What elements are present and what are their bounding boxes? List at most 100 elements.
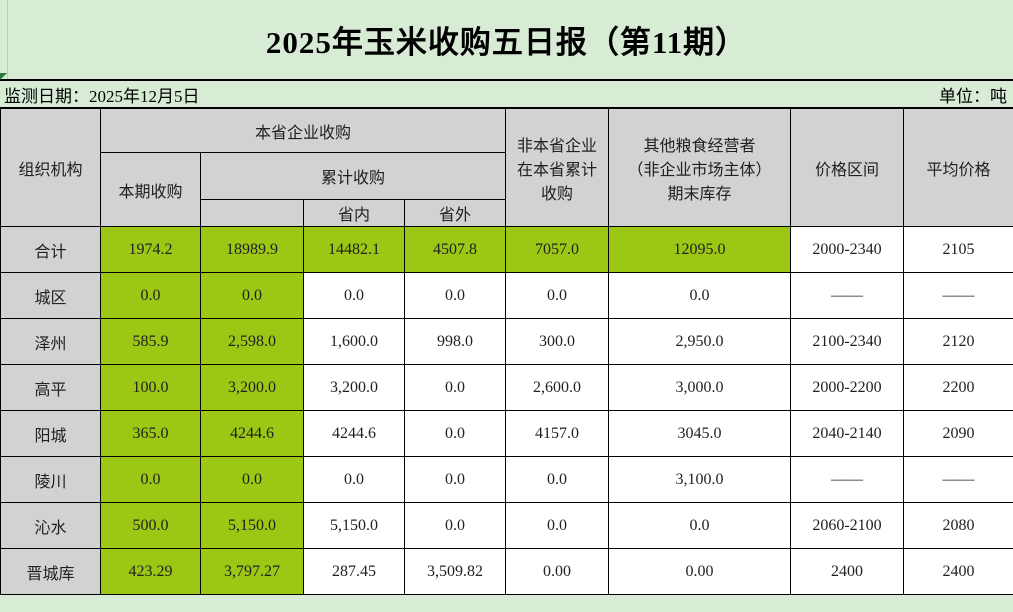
price-range-cell: 2040-2140 (790, 410, 905, 457)
avg-price-cell: 2090 (903, 410, 1013, 457)
current-period-cell: 0.0 (100, 272, 201, 319)
other-inventory-cell: 3045.0 (608, 410, 792, 457)
table-row-lingchuan: 陵川 0.0 0.0 0.0 0.0 0.0 3,100.0 —— —— (0, 456, 1013, 503)
cumulative-cell: 3,797.27 (200, 548, 304, 595)
table-row-jinchengku: 晋城库 423.29 3,797.27 287.45 3,509.82 0.00… (0, 548, 1013, 595)
price-range-cell: —— (790, 456, 905, 503)
non-province-cell: 0.0 (505, 502, 610, 549)
cumulative-cell: 18989.9 (200, 226, 304, 273)
in-province-cell: 5,150.0 (303, 502, 405, 549)
other-inventory-cell: 0.0 (608, 502, 792, 549)
other-inventory-cell: 0.00 (608, 548, 792, 595)
table-row-total: 合计 1974.2 18989.9 14482.1 4507.8 7057.0 … (0, 226, 1013, 273)
cumulative-cell: 0.0 (200, 272, 304, 319)
other-inventory-cell: 2,950.0 (608, 318, 792, 365)
header-current-period: 本期收购 (100, 152, 201, 227)
out-province-cell: 0.0 (403, 364, 507, 411)
org-cell: 陵川 (0, 456, 101, 503)
org-cell: 高平 (0, 364, 101, 411)
avg-price-cell: 2080 (903, 502, 1013, 549)
current-period-cell: 100.0 (100, 364, 201, 411)
out-province-cell: 3,509.82 (403, 548, 507, 595)
table-row-qinshui: 沁水 500.0 5,150.0 5,150.0 0.0 0.0 0.0 206… (0, 502, 1013, 549)
non-province-cell: 0.0 (505, 272, 610, 319)
cumulative-cell: 0.0 (200, 456, 304, 503)
current-period-cell: 0.0 (100, 456, 201, 503)
in-province-cell: 287.45 (303, 548, 405, 595)
header-org: 组织机构 (0, 108, 101, 227)
header-cumulative-spacer (200, 199, 304, 227)
avg-price-cell: 2200 (903, 364, 1013, 411)
table-row-zezhou: 泽州 585.9 2,598.0 1,600.0 998.0 300.0 2,9… (0, 318, 1013, 365)
current-period-cell: 423.29 (100, 548, 201, 595)
non-province-cell: 4157.0 (505, 410, 610, 457)
table-row-gaoping: 高平 100.0 3,200.0 3,200.0 0.0 2,600.0 3,0… (0, 364, 1013, 411)
header-in-province: 省内 (303, 199, 405, 227)
header-cumulative: 累计收购 (199, 152, 507, 200)
avg-price-cell: 2105 (903, 226, 1013, 273)
org-cell: 沁水 (0, 502, 101, 549)
current-period-cell: 1974.2 (100, 226, 201, 273)
avg-price-cell: —— (903, 456, 1013, 503)
header-non-province-purchase: 非本省企业 在本省累计 收购 (505, 108, 610, 227)
header-row-2: 本期收购 累计收购 (1, 152, 1013, 227)
table-row-yangcheng: 阳城 365.0 4244.6 4244.6 0.0 4157.0 3045.0… (0, 410, 1013, 457)
in-province-cell: 3,200.0 (303, 364, 405, 411)
other-inventory-cell: 12095.0 (608, 226, 792, 273)
avg-price-cell: —— (903, 272, 1013, 319)
cumulative-cell: 4244.6 (200, 410, 304, 457)
other-inventory-cell: 3,100.0 (608, 456, 792, 503)
header-price-range: 价格区间 (790, 108, 905, 227)
org-cell: 晋城库 (0, 548, 101, 595)
header-avg-price: 平均价格 (903, 108, 1013, 227)
price-range-cell: 2400 (790, 548, 905, 595)
out-province-cell: 998.0 (403, 318, 507, 365)
cell-comment-marker (0, 73, 7, 80)
header-province-enterprise-purchase: 本省企业收购 (99, 108, 507, 153)
header-other-operators-inventory: 其他粮食经营者 （非企业市场主体） 期末库存 (608, 108, 792, 227)
price-range-cell: 2060-2100 (790, 502, 905, 549)
out-province-cell: 0.0 (403, 410, 507, 457)
price-range-cell: —— (790, 272, 905, 319)
in-province-cell: 0.0 (303, 456, 405, 503)
in-province-cell: 1,600.0 (303, 318, 405, 365)
report-table: 组织机构 本省企业收购 非本省企业 在本省累计 收购 其他粮食经营者 （非企业市… (0, 108, 1013, 595)
non-province-cell: 7057.0 (505, 226, 610, 273)
current-period-cell: 500.0 (100, 502, 201, 549)
in-province-cell: 14482.1 (303, 226, 405, 273)
cumulative-cell: 5,150.0 (200, 502, 304, 549)
org-cell: 阳城 (0, 410, 101, 457)
out-province-cell: 0.0 (403, 272, 507, 319)
in-province-cell: 0.0 (303, 272, 405, 319)
header-out-province: 省外 (403, 199, 507, 227)
unit-label: 单位：吨 (939, 86, 1007, 106)
out-province-cell: 4507.8 (403, 226, 507, 273)
monitor-date-label: 监测日期：2025年12月5日 (4, 86, 200, 106)
page-title: 2025年玉米收购五日报（第11期） (265, 25, 748, 60)
cumulative-cell: 3,200.0 (200, 364, 304, 411)
in-province-cell: 4244.6 (303, 410, 405, 457)
header-row-1: 组织机构 本省企业收购 非本省企业 在本省累计 收购 其他粮食经营者 （非企业市… (0, 108, 1013, 227)
cumulative-cell: 2,598.0 (200, 318, 304, 365)
title-area: 2025年玉米收购五日报（第11期） (0, 0, 1013, 79)
other-inventory-cell: 0.0 (608, 272, 792, 319)
org-cell: 泽州 (0, 318, 101, 365)
info-bar: 监测日期：2025年12月5日 单位：吨 (0, 79, 1013, 108)
other-inventory-cell: 3,000.0 (608, 364, 792, 411)
price-range-cell: 2000-2200 (790, 364, 905, 411)
non-province-cell: 2,600.0 (505, 364, 610, 411)
org-cell: 城区 (0, 272, 101, 319)
current-period-cell: 365.0 (100, 410, 201, 457)
price-range-cell: 2000-2340 (790, 226, 905, 273)
org-cell: 合计 (0, 226, 101, 273)
out-province-cell: 0.0 (403, 456, 507, 503)
avg-price-cell: 2400 (903, 548, 1013, 595)
current-period-cell: 585.9 (100, 318, 201, 365)
non-province-cell: 0.00 (505, 548, 610, 595)
non-province-cell: 0.0 (505, 456, 610, 503)
avg-price-cell: 2120 (903, 318, 1013, 365)
header-row-3: 省内 省外 (1, 199, 1013, 227)
table-row-chengqu: 城区 0.0 0.0 0.0 0.0 0.0 0.0 —— —— (0, 272, 1013, 319)
price-range-cell: 2100-2340 (790, 318, 905, 365)
